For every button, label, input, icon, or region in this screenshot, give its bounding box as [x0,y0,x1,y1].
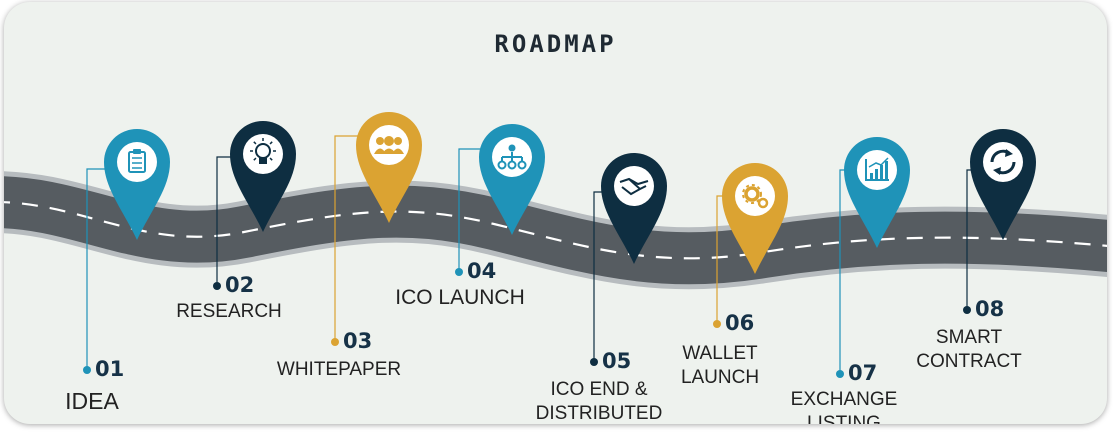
roadmap-scene [4,112,1107,378]
milestone-label-08: SMART [935,327,1003,348]
milestone-label-06: LAUNCH [680,367,760,388]
milestone-label-07: LISTING [807,413,881,424]
milestone-number-01: 01 [95,357,125,381]
roadmap-card: ROADMAP 01 IDEA 02 RESEARCH 03 WHITEPAPER 04 IC… [4,2,1107,424]
map-pin-04 [479,124,545,235]
leader-line-03 [334,135,361,342]
clipboard-icon [128,149,146,173]
pin-icon-disc [983,142,1023,182]
leader-lines [83,135,974,378]
network-icon [497,144,527,170]
leader-dot-07 [836,370,844,378]
map-pins [104,112,1036,274]
map-pin-03 [356,112,422,223]
map-pin-08 [970,129,1036,240]
cycle-icon [990,149,1016,175]
roadmap-title: ROADMAP [494,30,617,58]
gears-icon [742,184,769,209]
lightbulb-icon [250,138,276,164]
road [4,171,1107,290]
map-pin-06 [722,163,788,274]
milestone-label-04: ICO LAUNCH [395,286,525,309]
milestone-number-03: 03 [343,329,373,353]
milestone-label-03: WHITEPAPER [276,359,402,380]
pin-icon-disc [117,142,157,182]
milestone-label-08: CONTRACT [916,351,1022,372]
map-pin-02 [230,121,296,232]
leader-line-05 [593,191,604,362]
bar-chart-icon [865,157,889,181]
pin-icon-disc [735,176,775,216]
leader-dot-06 [713,320,721,328]
milestone-label-02: RESEARCH [176,301,282,322]
map-pin-01 [104,129,170,240]
milestone-number-04: 04 [467,259,497,283]
milestone-number-08: 08 [975,297,1005,321]
milestone-number-07: 07 [848,361,878,385]
milestone-label-01: IDEA [65,388,119,414]
leader-dot-02 [213,282,221,290]
leader-dot-04 [455,268,463,276]
leader-line-02 [216,156,234,286]
leader-dot-08 [963,306,971,314]
milestone-label-07: EXCHANGE [790,389,898,410]
leader-line-01 [86,168,109,370]
milestone-label-05: DISTRIBUTED [535,403,663,424]
milestone-number-05: 05 [602,349,632,373]
milestone-number-02: 02 [225,273,255,297]
leader-dot-03 [331,338,339,346]
milestone-label-05: ICO END & [550,379,648,400]
milestone-number-06: 06 [725,311,755,335]
leader-dot-05 [590,358,598,366]
map-pin-07 [844,137,910,248]
milestone-label-06: WALLET [682,343,758,364]
leader-line-04 [458,148,484,272]
pin-icon-disc [243,134,283,174]
leader-dot-01 [83,366,91,374]
handshake-icon [619,177,649,196]
map-pin-05 [601,153,667,264]
pin-icon-disc [614,166,654,206]
team-icon [374,136,404,154]
